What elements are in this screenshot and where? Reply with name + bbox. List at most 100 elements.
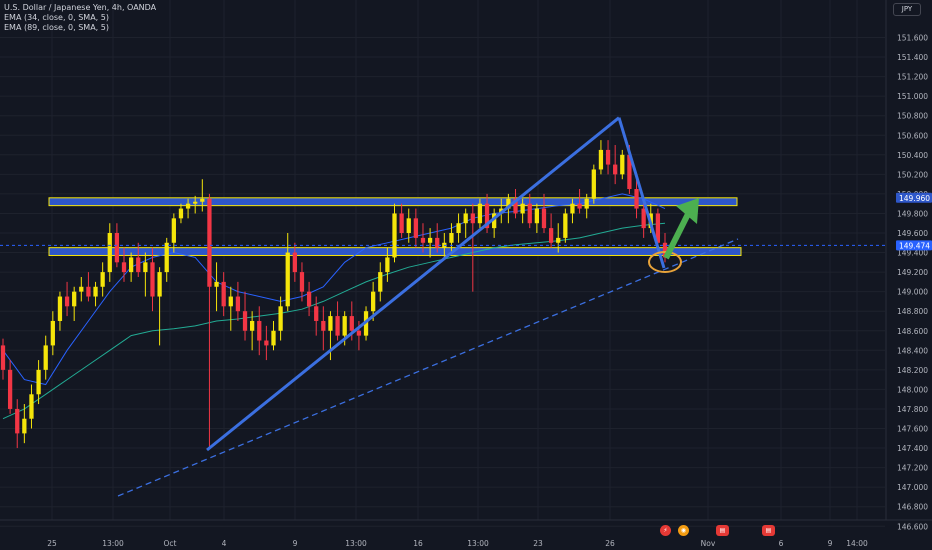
candle-up (385, 257, 390, 273)
candle-up (570, 203, 575, 214)
candle-down (641, 208, 646, 229)
candle-down (0, 345, 6, 370)
candle-up (584, 198, 589, 209)
candle-down (356, 330, 362, 336)
y-tick-label: 148.800 (897, 307, 928, 316)
candle-up (128, 257, 134, 273)
ema-34-legend[interactable]: EMA (34, close, 0, SMA, 5) (4, 13, 109, 22)
y-tick-label: 149.200 (897, 268, 928, 277)
y-tick-label: 151.600 (897, 34, 928, 43)
candle-up (392, 213, 397, 258)
symbol-title[interactable]: U.S. Dollar / Japanese Yen, 4h, OANDA (4, 3, 157, 12)
x-tick-label: 13:00 (102, 539, 124, 548)
x-tick-label: 14:00 (846, 539, 868, 548)
x-tick-label: Oct (164, 539, 177, 548)
candle-up (29, 394, 34, 419)
candle-down (470, 213, 475, 224)
event-flash-icon[interactable]: ⚡ (660, 525, 671, 536)
x-tick-label: 9 (828, 539, 833, 548)
currency-badge[interactable]: JPY (893, 3, 921, 16)
candle-up (214, 281, 219, 287)
candle-up (200, 198, 205, 202)
ema-lines (2, 193, 666, 420)
candle-up (506, 198, 511, 209)
x-tick-label: 13:00 (345, 539, 367, 548)
candle-down (399, 213, 404, 233)
event-flag-icon-1[interactable]: ▤ (716, 525, 729, 536)
candle-down (242, 311, 248, 331)
candles (0, 140, 668, 449)
y-tick-label: 147.400 (897, 444, 928, 453)
candle-up (157, 272, 162, 297)
candle-down (86, 286, 91, 297)
time-axis[interactable]: 25 13:00 Oct 4 9 13:00 16 13:00 23 26 Nov 6 9 14:00 (0, 519, 932, 548)
y-tick-label: 147.600 (897, 425, 928, 434)
candle-down (15, 408, 20, 434)
candle-down (306, 291, 312, 307)
y-tick-label: 151.000 (897, 92, 928, 101)
candle-up (178, 208, 184, 219)
y-tick-label: 149.400 (897, 249, 928, 258)
ema-34-line (2, 193, 666, 386)
event-flag-icon-2[interactable]: ▤ (762, 525, 775, 536)
candle-up (271, 330, 276, 346)
candle-up (72, 291, 77, 307)
x-tick-label: 13:00 (467, 539, 489, 548)
candle-up (250, 320, 255, 331)
candle-down (292, 252, 297, 273)
bounce-highlight-ellipse[interactable] (648, 251, 682, 273)
target-arrow-head[interactable] (676, 198, 699, 224)
triangle-left-leg[interactable] (206, 116, 620, 452)
candle-up (477, 203, 483, 224)
x-tick-label: 6 (779, 539, 784, 548)
y-tick-label: 147.000 (897, 483, 928, 492)
candle-down (150, 262, 155, 297)
y-tick-label: 146.600 (897, 522, 928, 531)
candle-up (463, 213, 468, 224)
ema-89-line (2, 222, 666, 420)
candle-down (257, 320, 262, 341)
candle-down (627, 154, 632, 190)
candle-down (314, 306, 319, 321)
candle-down (114, 233, 120, 263)
candle-down (420, 237, 426, 243)
candle-down (413, 218, 418, 238)
candle-up (406, 218, 411, 233)
y-tick-label: 149.800 (897, 209, 928, 218)
resistance-zone[interactable] (48, 197, 738, 207)
candle-up (520, 203, 525, 214)
candle-up (43, 345, 48, 370)
candle-up (427, 237, 433, 243)
candle-up (556, 237, 561, 243)
candle-down (7, 369, 13, 409)
ema-89-legend[interactable]: EMA (89, close, 0, SMA, 5) (4, 23, 109, 32)
y-tick-label: 148.400 (897, 346, 928, 355)
candle-down (321, 320, 326, 331)
y-tick-label: 147.200 (897, 464, 928, 473)
price-axis[interactable]: 151.600 151.400 151.200 151.000 150.800 150.6… (885, 0, 928, 531)
current-price-label-bg (896, 240, 932, 251)
candle-up (278, 306, 283, 331)
drawings[interactable] (0, 116, 885, 497)
candle-down (335, 316, 340, 336)
event-dividend-icon[interactable]: ◉ (678, 525, 689, 536)
candle-down (207, 198, 212, 287)
target-arrow-shaft[interactable] (663, 210, 692, 260)
candle-down (513, 198, 518, 214)
x-tick-label: 26 (605, 539, 615, 548)
current-price-label: 149.474 (899, 241, 930, 250)
dashed-trend-line[interactable] (117, 238, 739, 497)
y-tick-label: 150.400 (897, 151, 928, 160)
candle-up (22, 418, 27, 434)
candle-down (121, 262, 127, 273)
y-tick-label: 151.400 (897, 53, 928, 62)
candle-down (235, 296, 241, 312)
triangle-right-leg[interactable] (617, 117, 666, 269)
candle-down (136, 257, 141, 273)
candle-down (662, 242, 668, 258)
candle-up (328, 316, 333, 331)
candle-up (193, 201, 198, 204)
candle-up (164, 242, 169, 273)
candle-up (534, 208, 540, 224)
